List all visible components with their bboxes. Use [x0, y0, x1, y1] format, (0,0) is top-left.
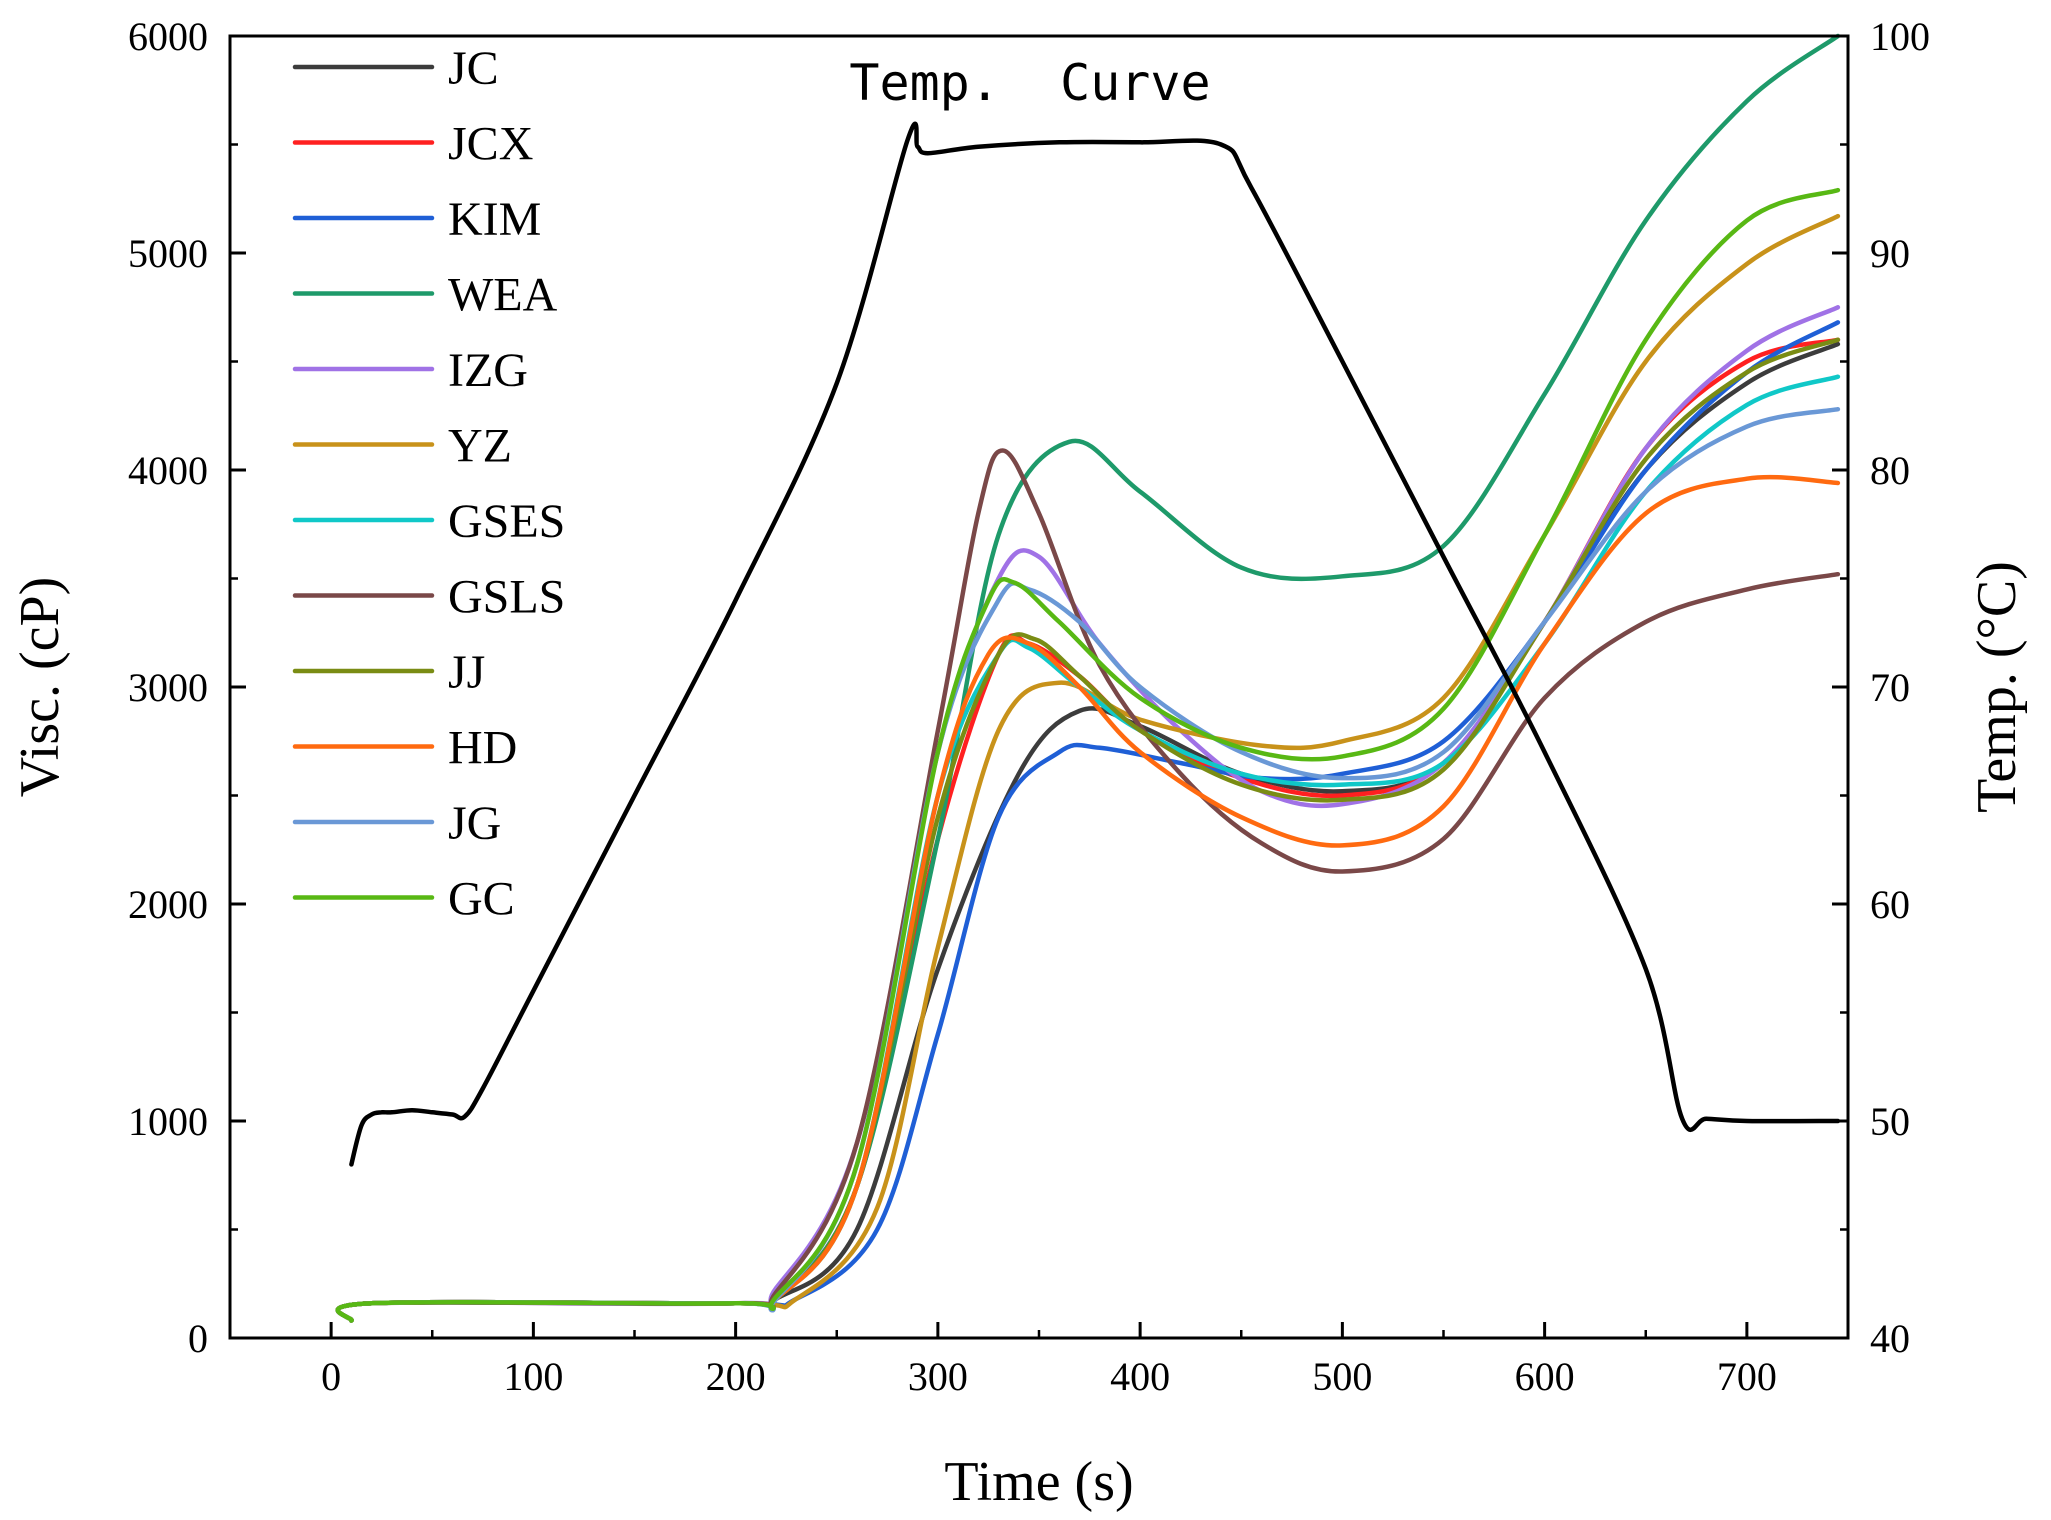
- legend-label-jg: JG: [448, 797, 501, 850]
- legend-label-gc: GC: [448, 873, 515, 926]
- legend-label-gses: GSES: [448, 495, 565, 548]
- temp-curve-annotation: Temp. Curve: [849, 54, 1210, 112]
- series-line-yz: [335, 213, 1841, 1323]
- y-tick-label: 5000: [128, 231, 208, 276]
- legend-label-kim: KIM: [448, 193, 541, 246]
- y-tick-label: 1000: [128, 1099, 208, 1144]
- x-axis-ticks: 0 100 200 300 400 500 600 700: [228, 1322, 1850, 1399]
- y2-tick-label: 40: [1870, 1316, 1910, 1361]
- series-line-kim: [335, 320, 1841, 1323]
- x-tick-label: 700: [1717, 1354, 1777, 1399]
- legend-label-jc: JC: [448, 42, 499, 95]
- series-line-jcx: [335, 337, 1841, 1323]
- y2-tick-label: 100: [1870, 14, 1930, 59]
- y-tick-label: 0: [188, 1316, 208, 1361]
- plot-area: [335, 33, 1841, 1323]
- series-line-jc: [335, 341, 1841, 1323]
- y2-axis-title: Temp. (°C): [1966, 561, 2028, 813]
- legend-label-izg: IZG: [448, 344, 528, 397]
- legend-label-yz: YZ: [448, 420, 512, 473]
- x-axis-title: Time (s): [944, 1451, 1133, 1513]
- y-axis-ticks: 0 1000 2000 3000 4000 5000 6000: [128, 14, 246, 1361]
- legend-label-gsls: GSLS: [448, 571, 565, 624]
- y-tick-label: 2000: [128, 882, 208, 927]
- legend-label-jcx: JCX: [448, 118, 533, 171]
- series-line-jj: [335, 337, 1841, 1323]
- legend-label-wea: WEA: [448, 269, 558, 322]
- series-line-gc: [335, 187, 1841, 1323]
- y2-tick-label: 80: [1870, 448, 1910, 493]
- x-tick-label: 200: [706, 1354, 766, 1399]
- y2-tick-label: 60: [1870, 882, 1910, 927]
- y-tick-label: 6000: [128, 14, 208, 59]
- y2-axis-ticks: 40 50 60 70 80 90 100: [1832, 14, 1930, 1361]
- x-tick-label: 500: [1312, 1354, 1372, 1399]
- y2-tick-label: 70: [1870, 665, 1910, 710]
- x-tick-label: 600: [1515, 1354, 1575, 1399]
- series-line-wea: [335, 33, 1841, 1323]
- x-tick-label: 0: [321, 1354, 341, 1399]
- y-tick-label: 3000: [128, 665, 208, 710]
- legend-label-jj: JJ: [448, 646, 485, 699]
- temperature-curve-line: [349, 121, 1841, 1167]
- y-axis-title: Visc. (cP): [9, 577, 71, 798]
- series-line-izg: [335, 305, 1841, 1323]
- x-tick-label: 100: [503, 1354, 563, 1399]
- y-tick-label: 4000: [128, 448, 208, 493]
- x-tick-label: 400: [1110, 1354, 1170, 1399]
- legend: JC JCX KIM WEA IZG YZ GSES GSLS JJ HD JG GC: [292, 42, 565, 926]
- y2-tick-label: 50: [1870, 1099, 1910, 1144]
- legend-label-hd: HD: [448, 722, 517, 775]
- x-tick-label: 300: [908, 1354, 968, 1399]
- y2-tick-label: 90: [1870, 231, 1910, 276]
